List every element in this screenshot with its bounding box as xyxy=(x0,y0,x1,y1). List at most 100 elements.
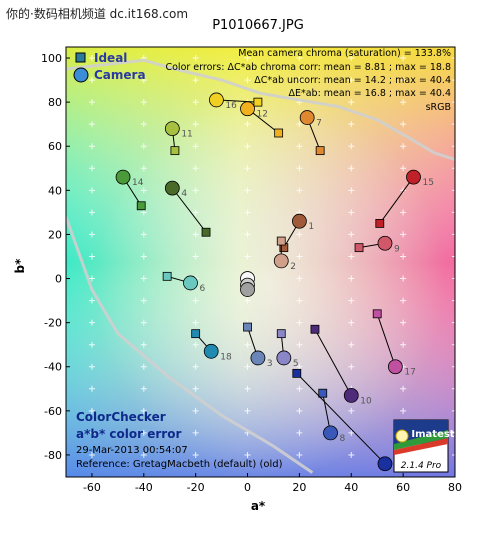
grid-mark xyxy=(244,187,251,194)
grid-mark xyxy=(88,77,95,84)
grid-mark xyxy=(140,143,147,150)
grid-mark xyxy=(296,429,303,436)
grid-mark xyxy=(244,77,251,84)
grid-mark xyxy=(348,319,355,326)
grid-mark xyxy=(400,385,407,392)
camera-point-17 xyxy=(387,359,403,375)
camera-point-16 xyxy=(209,92,224,108)
stat-mean-chroma: Mean camera chroma (saturation) = 133.8% xyxy=(238,48,451,59)
grid-mark xyxy=(452,99,455,106)
camera-point-2 xyxy=(273,253,289,269)
grid-mark xyxy=(140,341,147,348)
error-line-13 xyxy=(296,373,386,465)
grid-mark xyxy=(452,55,455,62)
grid-mark xyxy=(400,209,407,216)
grid-mark xyxy=(244,55,251,62)
grid-mark xyxy=(140,121,147,128)
grid-mark xyxy=(348,187,355,194)
data-points: 123456789101112131415161718 xyxy=(115,92,434,475)
ideal-point-17 xyxy=(372,309,382,319)
grid-mark xyxy=(452,451,455,458)
grid-mark xyxy=(140,429,147,436)
stat-color-space: sRGB xyxy=(426,102,451,113)
legend: Ideal Camera xyxy=(73,51,146,83)
grid-mark xyxy=(88,275,95,282)
grid-mark xyxy=(400,77,407,84)
x-tick-label: 80 xyxy=(448,481,462,494)
grid-mark xyxy=(192,451,199,458)
chart-title: P1010667.JPG xyxy=(212,18,304,33)
grid xyxy=(88,55,455,458)
grid-mark xyxy=(400,121,407,128)
grid-mark xyxy=(296,407,303,414)
grid-mark xyxy=(452,209,455,216)
grid-mark xyxy=(192,77,199,84)
grid-mark xyxy=(452,297,455,304)
grid-mark xyxy=(452,341,455,348)
imatest-badge: Imatest 2.1.4 Pro xyxy=(393,419,455,473)
grid-mark xyxy=(296,385,303,392)
y-tick-label: -60 xyxy=(44,405,62,418)
grid-mark xyxy=(400,407,407,414)
grid-mark xyxy=(400,275,407,282)
camera-point-10 xyxy=(343,388,359,403)
point-label-10: 10 xyxy=(360,396,372,406)
point-label-4: 4 xyxy=(181,189,187,199)
info-reference: Reference: GretagMacbeth (default) (old) xyxy=(76,459,283,470)
grid-mark xyxy=(140,297,147,304)
grid-mark xyxy=(400,231,407,238)
point-label-12: 12 xyxy=(257,110,268,120)
grid-mark xyxy=(192,363,199,370)
point-label-7: 7 xyxy=(316,119,322,129)
grid-mark xyxy=(192,209,199,216)
point-label-6: 6 xyxy=(199,284,205,294)
camera-point-21 xyxy=(240,282,255,297)
ideal-point-16 xyxy=(253,97,263,107)
legend-ideal-label: Ideal xyxy=(94,51,127,65)
grid-mark xyxy=(400,297,407,304)
ideal-point-12 xyxy=(274,128,284,138)
grid-mark xyxy=(88,253,95,260)
grid-mark xyxy=(244,407,251,414)
grid-mark xyxy=(348,121,355,128)
point-label-14: 14 xyxy=(132,178,144,188)
legend-camera-label: Camera xyxy=(94,68,146,82)
grid-mark xyxy=(88,143,95,150)
grid-mark xyxy=(296,451,303,458)
grid-mark xyxy=(192,319,199,326)
grid-mark xyxy=(88,121,95,128)
grid-mark xyxy=(452,407,455,414)
x-tick-label: 40 xyxy=(344,481,358,494)
grid-mark xyxy=(140,319,147,326)
camera-point-12 xyxy=(240,101,255,117)
grid-mark xyxy=(192,143,199,150)
x-tick-label: -60 xyxy=(83,481,101,494)
legend-camera-marker xyxy=(73,67,89,83)
grid-mark xyxy=(452,253,455,260)
grid-mark xyxy=(452,143,455,150)
point-label-8: 8 xyxy=(340,434,346,444)
grid-mark xyxy=(140,77,147,84)
grid-mark xyxy=(296,297,303,304)
stat-chroma-uncorr: ΔC*ab uncorr: mean = 14.2 ; max = 40.4 xyxy=(254,75,451,86)
grid-mark xyxy=(348,99,355,106)
ideal-point-3 xyxy=(243,322,252,332)
x-tick-label: 60 xyxy=(396,481,410,494)
grid-mark xyxy=(244,209,251,216)
grid-mark xyxy=(192,429,199,436)
grid-mark xyxy=(192,121,199,128)
grid-mark xyxy=(348,231,355,238)
camera-point-14 xyxy=(115,169,131,185)
grid-mark xyxy=(296,55,303,62)
grid-mark xyxy=(140,99,147,106)
point-label-16: 16 xyxy=(225,101,237,111)
grid-mark xyxy=(296,187,303,194)
camera-point-5 xyxy=(276,350,292,366)
grid-mark xyxy=(296,363,303,370)
grid-mark xyxy=(88,429,95,436)
grid-mark xyxy=(348,341,355,348)
grid-mark xyxy=(348,143,355,150)
grid-mark xyxy=(400,187,407,194)
point-label-18: 18 xyxy=(220,352,232,362)
grid-mark xyxy=(400,55,407,62)
